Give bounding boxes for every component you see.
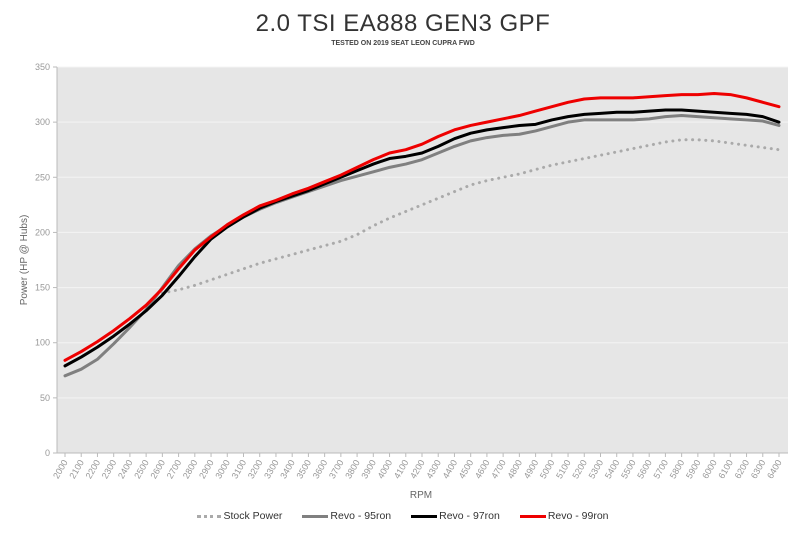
x-tick-label: 5800 bbox=[668, 458, 687, 480]
y-tick-label: 150 bbox=[35, 283, 50, 293]
x-tick-label: 5200 bbox=[570, 458, 589, 480]
x-tick-label: 5300 bbox=[587, 458, 606, 480]
legend-label: Revo - 97ron bbox=[439, 510, 500, 522]
y-tick-label: 200 bbox=[35, 227, 50, 237]
x-tick-label: 3100 bbox=[230, 458, 249, 480]
x-tick-label: 3500 bbox=[294, 458, 313, 480]
x-tick-label: 3300 bbox=[262, 458, 281, 480]
x-tick-label: 3400 bbox=[278, 458, 297, 480]
legend-label: Stock Power bbox=[223, 510, 283, 522]
x-tick-label: 3600 bbox=[311, 458, 330, 480]
x-tick-label: 2800 bbox=[181, 458, 200, 480]
chart-subtitle: TESTED ON 2019 SEAT LEON CUPRA FWD bbox=[331, 40, 475, 47]
x-tick-label: 3800 bbox=[343, 458, 362, 480]
x-tick-label: 4300 bbox=[424, 458, 443, 480]
legend-item: Revo - 97ron bbox=[411, 510, 500, 522]
y-tick-label: 50 bbox=[40, 393, 50, 403]
x-tick-label: 6400 bbox=[765, 458, 784, 480]
x-tick-label: 6000 bbox=[700, 458, 719, 480]
x-tick-label: 5700 bbox=[651, 458, 670, 480]
x-tick-label: 3900 bbox=[359, 458, 378, 480]
y-tick-label: 250 bbox=[35, 172, 50, 182]
x-tick-label: 5000 bbox=[538, 458, 557, 480]
y-tick-label: 300 bbox=[35, 117, 50, 127]
x-tick-label: 3200 bbox=[246, 458, 265, 480]
x-tick-label: 2000 bbox=[51, 458, 70, 480]
x-tick-label: 5900 bbox=[684, 458, 703, 480]
legend-swatch-icon bbox=[411, 514, 438, 518]
x-tick-label: 6100 bbox=[716, 458, 735, 480]
y-tick-label: 350 bbox=[35, 62, 50, 72]
x-tick-label: 5500 bbox=[619, 458, 638, 480]
series-lines bbox=[63, 91, 781, 378]
y-tick-label: 0 bbox=[45, 448, 50, 458]
chart-title: 2.0 TSI EA888 GEN3 GPF bbox=[255, 10, 551, 37]
x-tick-label: 2400 bbox=[116, 458, 135, 480]
legend-label: Revo - 95ron bbox=[330, 510, 392, 522]
legend-label: Revo - 99ron bbox=[547, 510, 609, 522]
series-line-revo-95ron bbox=[63, 114, 781, 378]
x-tick-label: 4900 bbox=[522, 458, 541, 480]
x-tick-label: 4600 bbox=[473, 458, 492, 480]
x-tick-label: 4200 bbox=[408, 458, 427, 480]
y-axis-ticks: 0 50 100 150 200 250 300 350 bbox=[35, 62, 57, 458]
x-tick-label: 2300 bbox=[100, 458, 119, 480]
x-tick-label: 4400 bbox=[441, 458, 460, 480]
series-line-revo-99ron bbox=[63, 91, 781, 362]
x-tick-label: 3700 bbox=[327, 458, 346, 480]
x-tick-label: 4000 bbox=[376, 458, 395, 480]
legend-item: Stock Power bbox=[197, 510, 282, 522]
x-tick-label: 2700 bbox=[165, 458, 184, 480]
legend-swatch-icon bbox=[197, 514, 222, 518]
legend-swatch-icon bbox=[519, 514, 546, 518]
y-tick-label: 100 bbox=[35, 338, 50, 348]
legend: Stock Power Revo - 95ron Revo - 97ron Revo … bbox=[0, 510, 806, 522]
x-tick-label: 2100 bbox=[67, 458, 86, 480]
x-tick-label: 3000 bbox=[213, 458, 232, 480]
x-tick-label: 5400 bbox=[603, 458, 622, 480]
x-tick-label: 6200 bbox=[733, 458, 752, 480]
legend-item: Revo - 99ron bbox=[519, 510, 609, 522]
y-axis-title: Power (HP @ Hubs) bbox=[19, 215, 30, 306]
gridlines bbox=[57, 66, 788, 399]
x-tick-label: 6300 bbox=[749, 458, 768, 480]
x-tick-label: 4100 bbox=[392, 458, 411, 480]
legend-item: Revo - 95ron bbox=[302, 510, 391, 522]
series-line-revo-97ron bbox=[63, 108, 781, 368]
x-axis-ticks: 2000210022002300240025002600270028002900… bbox=[51, 453, 784, 480]
x-tick-label: 5100 bbox=[554, 458, 573, 480]
x-tick-label: 2500 bbox=[132, 458, 151, 480]
legend-swatch-icon bbox=[302, 514, 329, 518]
x-tick-label: 2600 bbox=[148, 458, 167, 480]
x-tick-label: 5600 bbox=[635, 458, 654, 480]
x-axis-title: RPM bbox=[410, 490, 432, 501]
x-tick-label: 4800 bbox=[505, 458, 524, 480]
x-tick-label: 4500 bbox=[457, 458, 476, 480]
x-tick-label: 2900 bbox=[197, 458, 216, 480]
x-tick-label: 4700 bbox=[489, 458, 508, 480]
plot-area bbox=[57, 67, 788, 453]
x-tick-label: 2200 bbox=[84, 458, 103, 480]
